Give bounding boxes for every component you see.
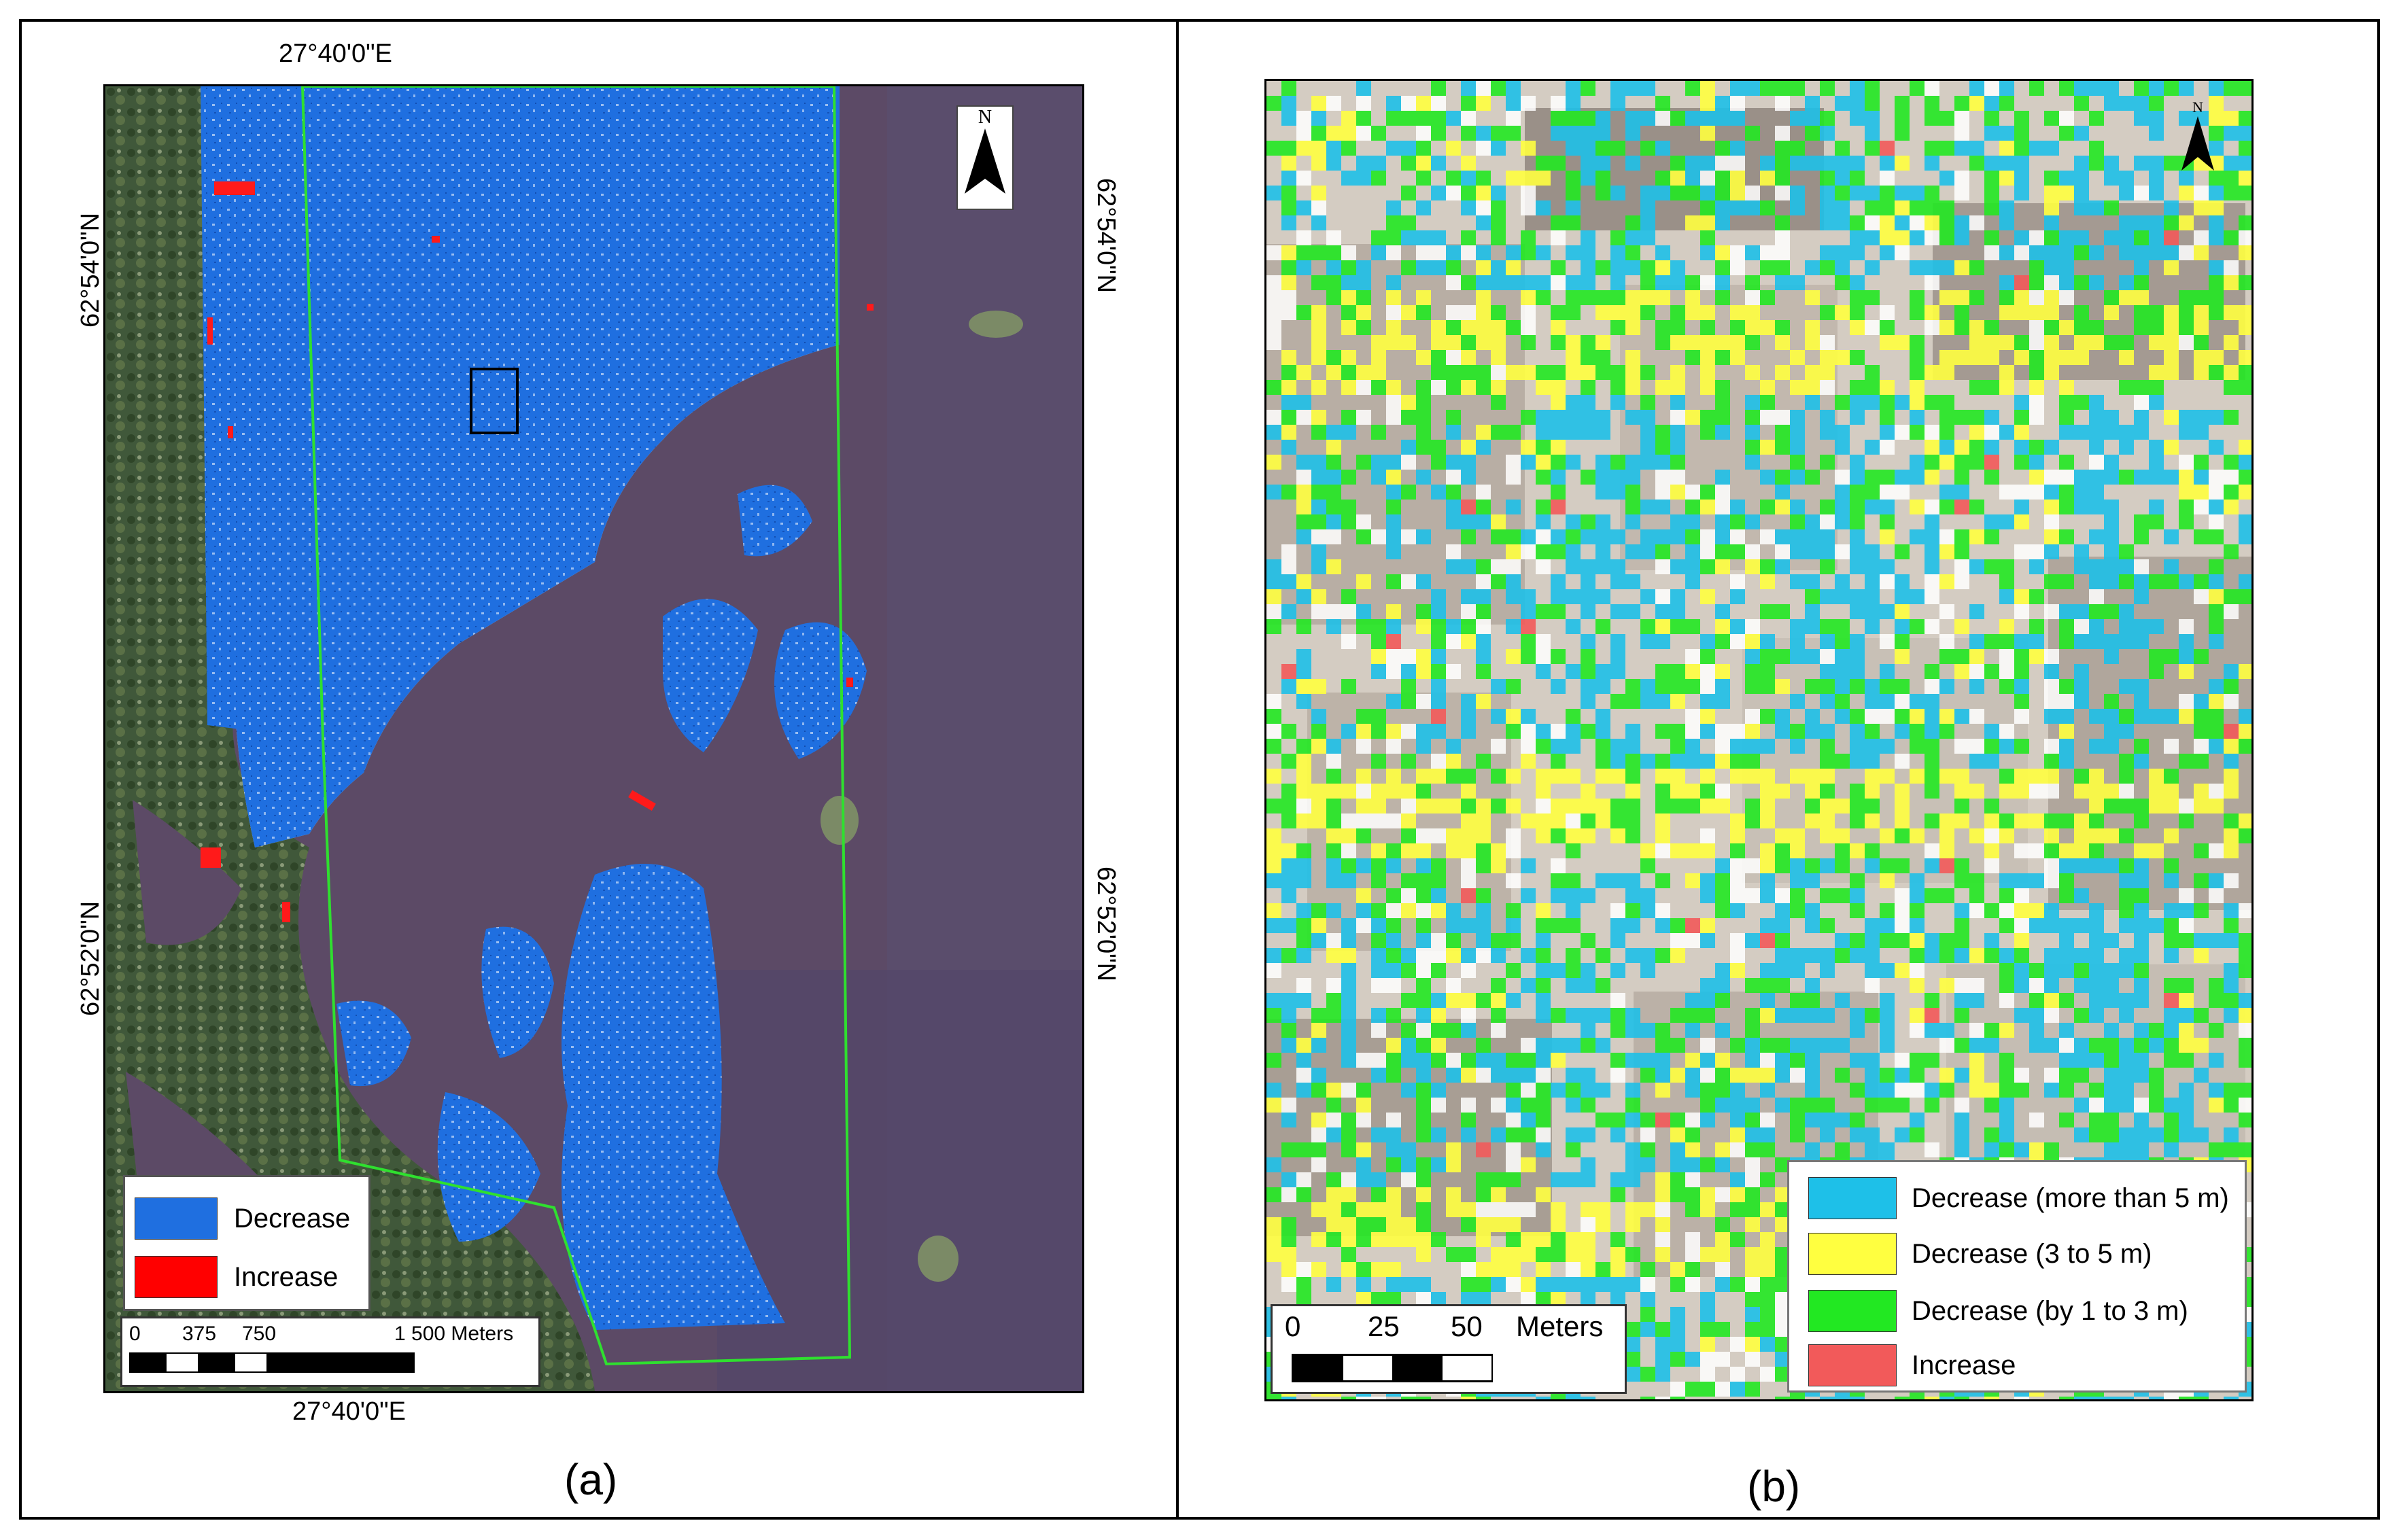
- decrease-area-island-1: [663, 599, 758, 752]
- scale-ticks: [1292, 1354, 1493, 1382]
- scale-label: 375: [182, 1323, 217, 1345]
- left-lower-latitude-label: 62°52'0"N: [76, 900, 105, 1016]
- legend-item-decrease-3-to-5m: Decrease (3 to 5 m): [1808, 1233, 2152, 1275]
- scale-bar-b: 0 25 50 Meters: [1271, 1304, 1627, 1394]
- detail-map-canvas: [1266, 81, 2251, 1399]
- overview-map-canvas: [105, 86, 1082, 1391]
- scale-label: 750: [242, 1323, 277, 1345]
- legend-label: Increase: [1912, 1350, 2016, 1380]
- legend-label: Decrease (more than 5 m): [1912, 1183, 2229, 1213]
- decrease-swatch: [135, 1197, 218, 1240]
- legend-a: Decrease Increase: [123, 1175, 370, 1311]
- bottom-longitude-label: 27°40'0"E: [292, 1397, 406, 1426]
- legend-label: Decrease (3 to 5 m): [1912, 1238, 2152, 1269]
- change-cells: [1266, 81, 2251, 1399]
- legend-label: Decrease (by 1 to 3 m): [1912, 1295, 2188, 1326]
- legend-label: Increase: [234, 1261, 339, 1292]
- swatch-red: [1808, 1344, 1897, 1386]
- panel-b-caption: (b): [1747, 1462, 1801, 1511]
- scale-bar-a: 0 375 750 1 500 Meters: [120, 1316, 540, 1387]
- panel-divider: [1176, 19, 1179, 1520]
- figure-frame: [19, 19, 2380, 1520]
- decrease-area-southern-island: [562, 864, 785, 1330]
- swatch-yellow: [1808, 1233, 1897, 1275]
- left-upper-latitude-label: 62°54'0"N: [76, 212, 105, 328]
- swatch-green: [1808, 1290, 1897, 1332]
- north-arrow-icon: [2181, 116, 2214, 171]
- decrease-area-island-2: [774, 622, 867, 759]
- north-arrow-b: N: [2175, 99, 2221, 177]
- scale-label: 50: [1451, 1310, 1483, 1342]
- swatch-cyan: [1808, 1177, 1897, 1219]
- legend-item-decrease-more-than-5m: Decrease (more than 5 m): [1808, 1177, 2229, 1219]
- detail-extent-box: [470, 368, 519, 434]
- right-lower-latitude-label: 62°52'0"N: [1092, 867, 1120, 982]
- scale-label: 25: [1368, 1310, 1400, 1342]
- increase-swatch: [135, 1256, 218, 1298]
- study-area-outline: [300, 86, 852, 1366]
- legend-item-decrease-1-to-3m: Decrease (by 1 to 3 m): [1808, 1290, 2188, 1332]
- scale-label: Meters: [1516, 1310, 1604, 1342]
- north-arrow-icon: [965, 128, 1005, 194]
- north-label: N: [978, 107, 993, 128]
- legend-b: Decrease (more than 5 m) Decrease (3 to …: [1787, 1160, 2247, 1393]
- detail-map: N Decrease (more than 5 m) Decrease (3 t…: [1264, 79, 2254, 1401]
- legend-item-increase: Increase: [135, 1256, 338, 1298]
- north-arrow-a: N: [956, 105, 1014, 210]
- top-longitude-label: 27°40'0"E: [279, 39, 392, 68]
- scale-label: 0: [129, 1323, 141, 1345]
- scale-label: 1 500 Meters: [394, 1323, 514, 1345]
- scale-label: 0: [1285, 1310, 1301, 1342]
- panel-a-caption: (a): [564, 1455, 618, 1504]
- legend-item-increase: Increase: [1808, 1344, 2016, 1386]
- overview-map: N Decrease Increase 0 375 750 1 500 Mete…: [103, 84, 1084, 1393]
- decrease-area-city: [233, 86, 840, 847]
- legend-item-decrease: Decrease: [135, 1197, 350, 1240]
- right-upper-latitude-label: 62°54'0"N: [1092, 178, 1120, 294]
- scale-ticks: [129, 1352, 415, 1373]
- legend-label: Decrease: [234, 1203, 351, 1233]
- north-label: N: [2192, 99, 2203, 116]
